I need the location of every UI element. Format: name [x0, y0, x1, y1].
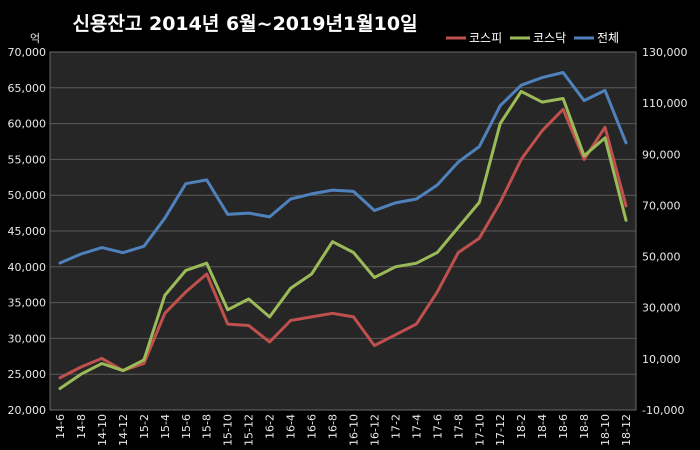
x-tick-label: 16-4 — [285, 414, 298, 439]
x-tick-label: 17-8 — [452, 414, 465, 439]
x-tick-label: 16-2 — [264, 414, 277, 439]
left-tick-label: 20,000 — [8, 404, 47, 417]
series-line — [58, 89, 628, 390]
x-axis-ticks: 14-6 14-8 14-10 14-12 15-2 15-4 15-6 15-8 15-10 1… — [54, 414, 633, 446]
x-tick-label: 18-4 — [536, 414, 549, 439]
left-tick-label: 25,000 — [8, 368, 47, 381]
x-tick-label: 14-12 — [117, 414, 130, 446]
right-tick-label: 10,000 — [642, 353, 681, 366]
right-tick-label: 130,000 — [642, 46, 688, 59]
left-tick-label: 35,000 — [8, 297, 47, 310]
left-axis-ticks: 20,000 25,000 30,000 35,000 40,000 45,000 50,0… — [8, 46, 47, 417]
x-tick-label: 18-10 — [599, 414, 612, 446]
legend-label: 코스피 — [469, 31, 502, 45]
right-tick-label: 50,000 — [642, 251, 681, 264]
gridlines — [49, 51, 637, 411]
x-tick-label: 15-8 — [201, 414, 214, 439]
left-tick-label: 60,000 — [8, 118, 47, 131]
series-line — [58, 107, 628, 380]
x-tick-label: 16-8 — [327, 414, 340, 439]
right-axis-ticks: -10,000 10,000 30,000 50,000 70,000 90,000 110… — [642, 46, 688, 417]
right-tick-label: 110,000 — [642, 97, 688, 110]
left-tick-label: 50,000 — [8, 189, 47, 202]
left-tick-label: 65,000 — [8, 82, 47, 95]
chart-title: 신용잔고 2014년 6월~2019년1월10일 — [72, 13, 417, 35]
x-tick-label: 15-2 — [138, 414, 151, 439]
series-line — [58, 71, 628, 265]
x-tick-label: 16-12 — [368, 414, 381, 446]
legend-label: 전체 — [597, 31, 619, 45]
right-tick-label: 30,000 — [642, 302, 681, 315]
series-lines — [58, 71, 628, 390]
x-tick-label: 15-10 — [222, 414, 235, 446]
legend: 코스피 코스닥 전체 — [446, 31, 619, 45]
x-tick-label: 15-6 — [180, 414, 193, 439]
x-tick-label: 17-12 — [494, 414, 507, 446]
x-tick-label: 16-6 — [306, 414, 319, 439]
x-tick-label: 14-6 — [54, 414, 67, 439]
x-tick-label: 16-10 — [347, 414, 360, 446]
x-tick-label: 18-8 — [578, 414, 591, 439]
y-unit-label: 억 — [30, 32, 40, 45]
x-tick-label: 14-10 — [96, 414, 109, 446]
x-tick-label: 17-10 — [473, 414, 486, 446]
x-tick-label: 17-4 — [410, 414, 423, 439]
x-tick-label: 14-8 — [75, 414, 88, 439]
x-tick-label: 18-2 — [515, 414, 528, 439]
right-tick-label: -10,000 — [642, 404, 684, 417]
left-tick-label: 45,000 — [8, 225, 47, 238]
x-tick-label: 15-12 — [243, 414, 256, 446]
x-tick-label: 15-4 — [159, 414, 172, 439]
legend-label: 코스닥 — [533, 31, 566, 45]
right-tick-label: 70,000 — [642, 199, 681, 212]
x-tick-label: 18-12 — [620, 414, 633, 446]
left-tick-label: 40,000 — [8, 261, 47, 274]
plot-border — [49, 51, 637, 411]
right-tick-label: 90,000 — [642, 148, 681, 161]
left-tick-label: 30,000 — [8, 332, 47, 345]
x-tick-label: 18-6 — [557, 414, 570, 439]
left-tick-label: 55,000 — [8, 153, 47, 166]
x-tick-label: 17-2 — [389, 414, 402, 439]
left-tick-label: 70,000 — [8, 46, 47, 59]
x-tick-label: 17-6 — [431, 414, 444, 439]
